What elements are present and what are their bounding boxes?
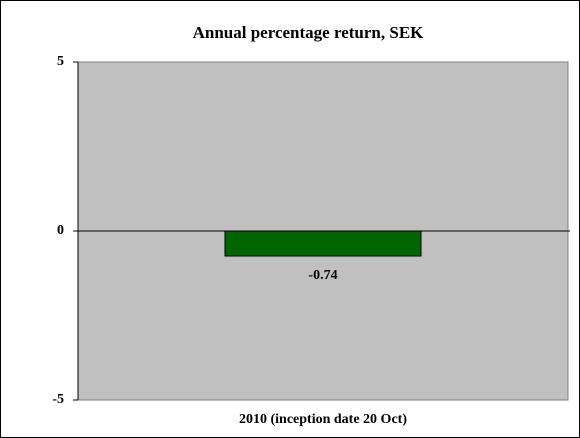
x-tick-label: 2010 (inception date 20 Oct) — [239, 412, 407, 427]
bar — [224, 230, 422, 257]
y-tick-label: 5 — [57, 54, 64, 69]
y-tick-label: -5 — [52, 392, 64, 407]
chart-title: Annual percentage return, SEK — [193, 23, 425, 42]
data-label: -0.74 — [308, 268, 337, 283]
y-tick-label: 0 — [57, 223, 64, 238]
